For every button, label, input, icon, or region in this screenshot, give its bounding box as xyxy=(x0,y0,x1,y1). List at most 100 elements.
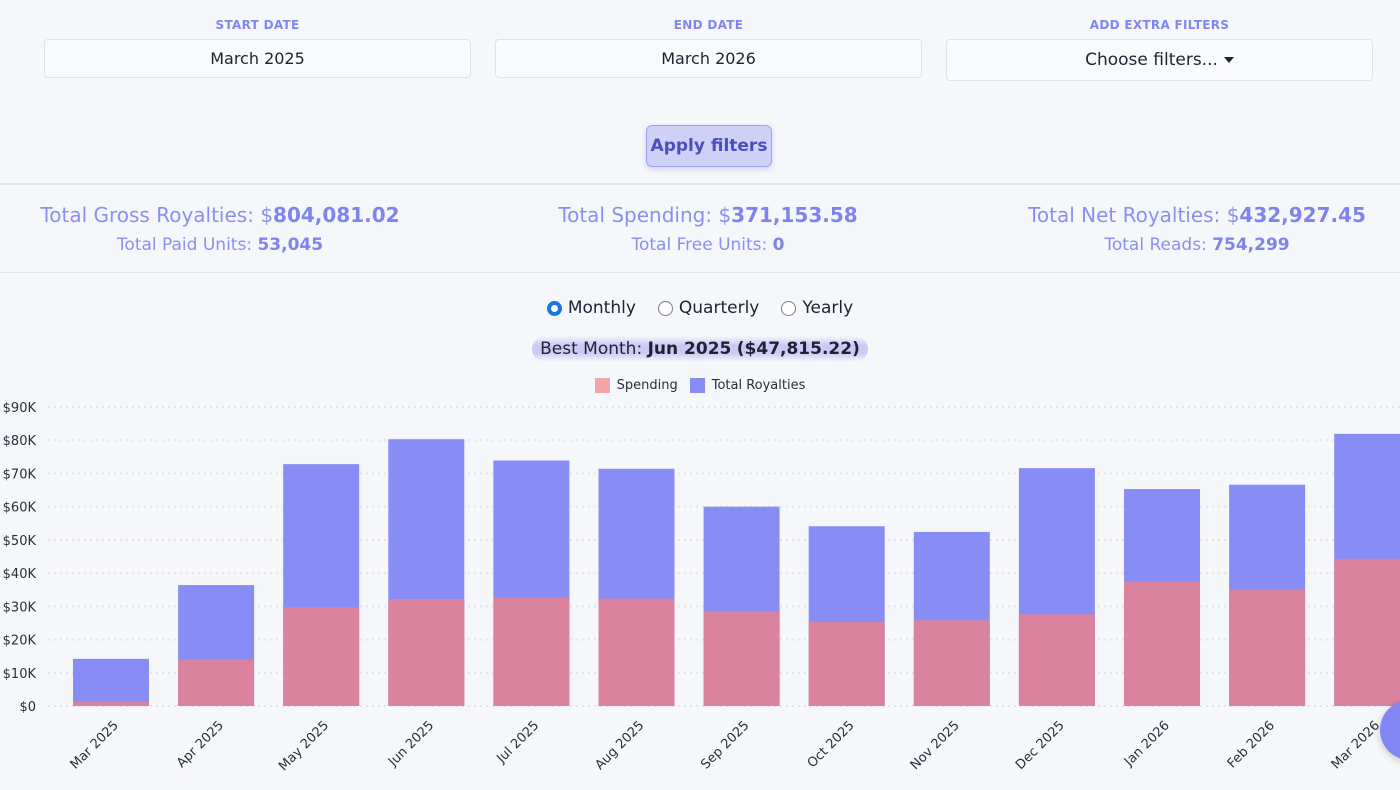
royalties-chart: $0 $10K $20K $30K $40K $50K $60K $70K $80K $90K Ma… xyxy=(3,401,1400,774)
spending-label: Total Spending: xyxy=(558,203,719,227)
y-tick-label: $10K xyxy=(3,667,37,682)
bar-spending xyxy=(73,701,149,706)
legend-swatch-spending xyxy=(594,378,610,393)
gross-value: 804,081.02 xyxy=(273,203,400,227)
stat-spending-line: Total Spending: $371,153.58 xyxy=(475,202,941,228)
start-date-label: START DATE xyxy=(215,18,300,32)
radio-icon xyxy=(657,300,673,316)
spending-value: 371,153.58 xyxy=(731,203,858,227)
end-date-label: END DATE xyxy=(673,18,744,32)
paid-units-label: Total Paid Units: xyxy=(116,235,258,255)
gross-currency: $ xyxy=(260,203,274,227)
stat-net-line: Total Net Royalties: $432,927.45 xyxy=(964,202,1400,228)
bar-spending xyxy=(598,598,675,706)
y-tick-label: $30K xyxy=(3,600,37,615)
x-tick-label: Feb 2026 xyxy=(1225,718,1278,771)
chat-bubble-button[interactable] xyxy=(1380,700,1400,760)
legend-item-royalties[interactable]: Total Royalties xyxy=(689,378,806,393)
best-month-name: Jun 2025 xyxy=(647,339,732,359)
apply-filters-button[interactable]: Apply filters xyxy=(646,125,772,167)
stat-spending: Total Spending: $371,153.58 Total Free U… xyxy=(475,186,941,256)
x-tick-label: Jul 2025 xyxy=(494,718,543,767)
best-month-highlight: Best Month: Jun 2025 ($47,815.22) xyxy=(532,336,868,362)
radio-icon xyxy=(546,300,562,316)
extra-filters-group: ADD EXTRA FILTERS Choose filters... xyxy=(946,17,1373,81)
bar-spending xyxy=(1229,589,1306,706)
y-tick-label: $20K xyxy=(3,634,37,649)
bar-spending xyxy=(388,599,465,706)
end-date-input[interactable]: March 2026 xyxy=(495,39,922,78)
bar-spending xyxy=(283,607,360,706)
best-month-label: Best Month: xyxy=(540,339,648,359)
period-option-quarterly[interactable]: Quarterly xyxy=(657,296,760,320)
net-value: 432,927.45 xyxy=(1239,203,1366,227)
period-label-quarterly: Quarterly xyxy=(678,298,760,318)
bar-spending xyxy=(913,620,990,706)
extra-filters-dropdown[interactable]: Choose filters... xyxy=(946,39,1373,81)
free-units-value: 0 xyxy=(772,235,785,255)
divider xyxy=(0,272,1400,273)
best-month-amount: ($47,815.22) xyxy=(736,339,860,359)
bar-spending xyxy=(808,621,885,706)
x-tick-label: Jun 2025 xyxy=(385,718,437,770)
y-tick-label: $60K xyxy=(3,501,37,516)
chart-legend: Spending Total Royalties xyxy=(0,378,1400,393)
legend-item-spending[interactable]: Spending xyxy=(594,378,678,393)
start-date-group: START DATE March 2025 xyxy=(44,17,471,78)
period-label-yearly: Yearly xyxy=(802,298,854,318)
y-tick-label: $80K xyxy=(3,434,37,449)
stat-reads-line: Total Reads: 754,299 xyxy=(964,234,1400,256)
y-tick-label: $0 xyxy=(19,700,36,715)
extra-filters-label: ADD EXTRA FILTERS xyxy=(1089,18,1230,32)
end-date-group: END DATE March 2026 xyxy=(495,17,922,78)
net-label: Total Net Royalties: xyxy=(1028,203,1227,227)
gross-label: Total Gross Royalties: xyxy=(40,203,261,227)
x-tick-label: Oct 2025 xyxy=(805,718,858,771)
extra-filters-value: Choose filters... xyxy=(1085,50,1218,70)
y-tick-label: $50K xyxy=(3,534,37,549)
spending-currency: $ xyxy=(718,203,732,227)
x-tick-label: Mar 2025 xyxy=(68,718,122,772)
period-option-yearly[interactable]: Yearly xyxy=(781,296,853,320)
caret-down-icon xyxy=(1223,57,1234,63)
x-tick-label: Jan 2026 xyxy=(1121,718,1173,770)
legend-swatch-royalties xyxy=(689,378,705,393)
paid-units-value: 53,045 xyxy=(257,235,324,255)
stat-gross-line: Total Gross Royalties: $804,081.02 xyxy=(0,202,453,228)
net-currency: $ xyxy=(1226,203,1240,227)
bar-total-royalties xyxy=(73,658,149,706)
legend-label-spending: Spending xyxy=(616,378,678,393)
bar-spending xyxy=(178,659,255,706)
stat-net: Total Net Royalties: $432,927.45 Total R… xyxy=(964,186,1400,256)
stat-free-units-line: Total Free Units: 0 xyxy=(475,234,941,256)
x-tick-label: Dec 2025 xyxy=(1013,718,1068,773)
x-tick-label: May 2025 xyxy=(276,718,332,774)
divider xyxy=(0,183,1400,185)
best-month: Best Month: Jun 2025 ($47,815.22) xyxy=(0,336,1400,362)
filter-bar: START DATE March 2025 END DATE March 202… xyxy=(0,0,1400,184)
reads-value: 754,299 xyxy=(1212,235,1290,255)
period-option-monthly[interactable]: Monthly xyxy=(546,296,636,320)
start-date-input[interactable]: March 2025 xyxy=(44,39,471,78)
stat-paid-units-line: Total Paid Units: 53,045 xyxy=(0,234,453,256)
bar-spending xyxy=(493,597,570,706)
stat-gross: Total Gross Royalties: $804,081.02 Total… xyxy=(0,186,453,256)
bar-spending xyxy=(1334,558,1400,706)
radio-icon xyxy=(781,300,797,316)
reads-label: Total Reads: xyxy=(1104,235,1213,255)
y-tick-label: $40K xyxy=(3,567,37,582)
bar-spending xyxy=(1018,614,1095,706)
bar-spending xyxy=(1124,581,1200,706)
x-tick-label: Apr 2025 xyxy=(174,718,227,771)
x-tick-label: Nov 2025 xyxy=(908,718,963,773)
x-tick-label: Sep 2025 xyxy=(698,718,752,772)
bar-spending xyxy=(703,611,780,706)
period-label-monthly: Monthly xyxy=(567,298,636,318)
x-tick-label: Mar 2026 xyxy=(1329,718,1383,772)
stats-summary: Total Gross Royalties: $804,081.02 Total… xyxy=(0,186,1400,272)
period-toggle: Monthly Quarterly Yearly xyxy=(0,296,1400,320)
legend-label-royalties: Total Royalties xyxy=(711,378,806,393)
y-tick-label: $90K xyxy=(3,401,37,416)
y-tick-label: $70K xyxy=(3,467,37,482)
free-units-label: Total Free Units: xyxy=(631,235,773,255)
